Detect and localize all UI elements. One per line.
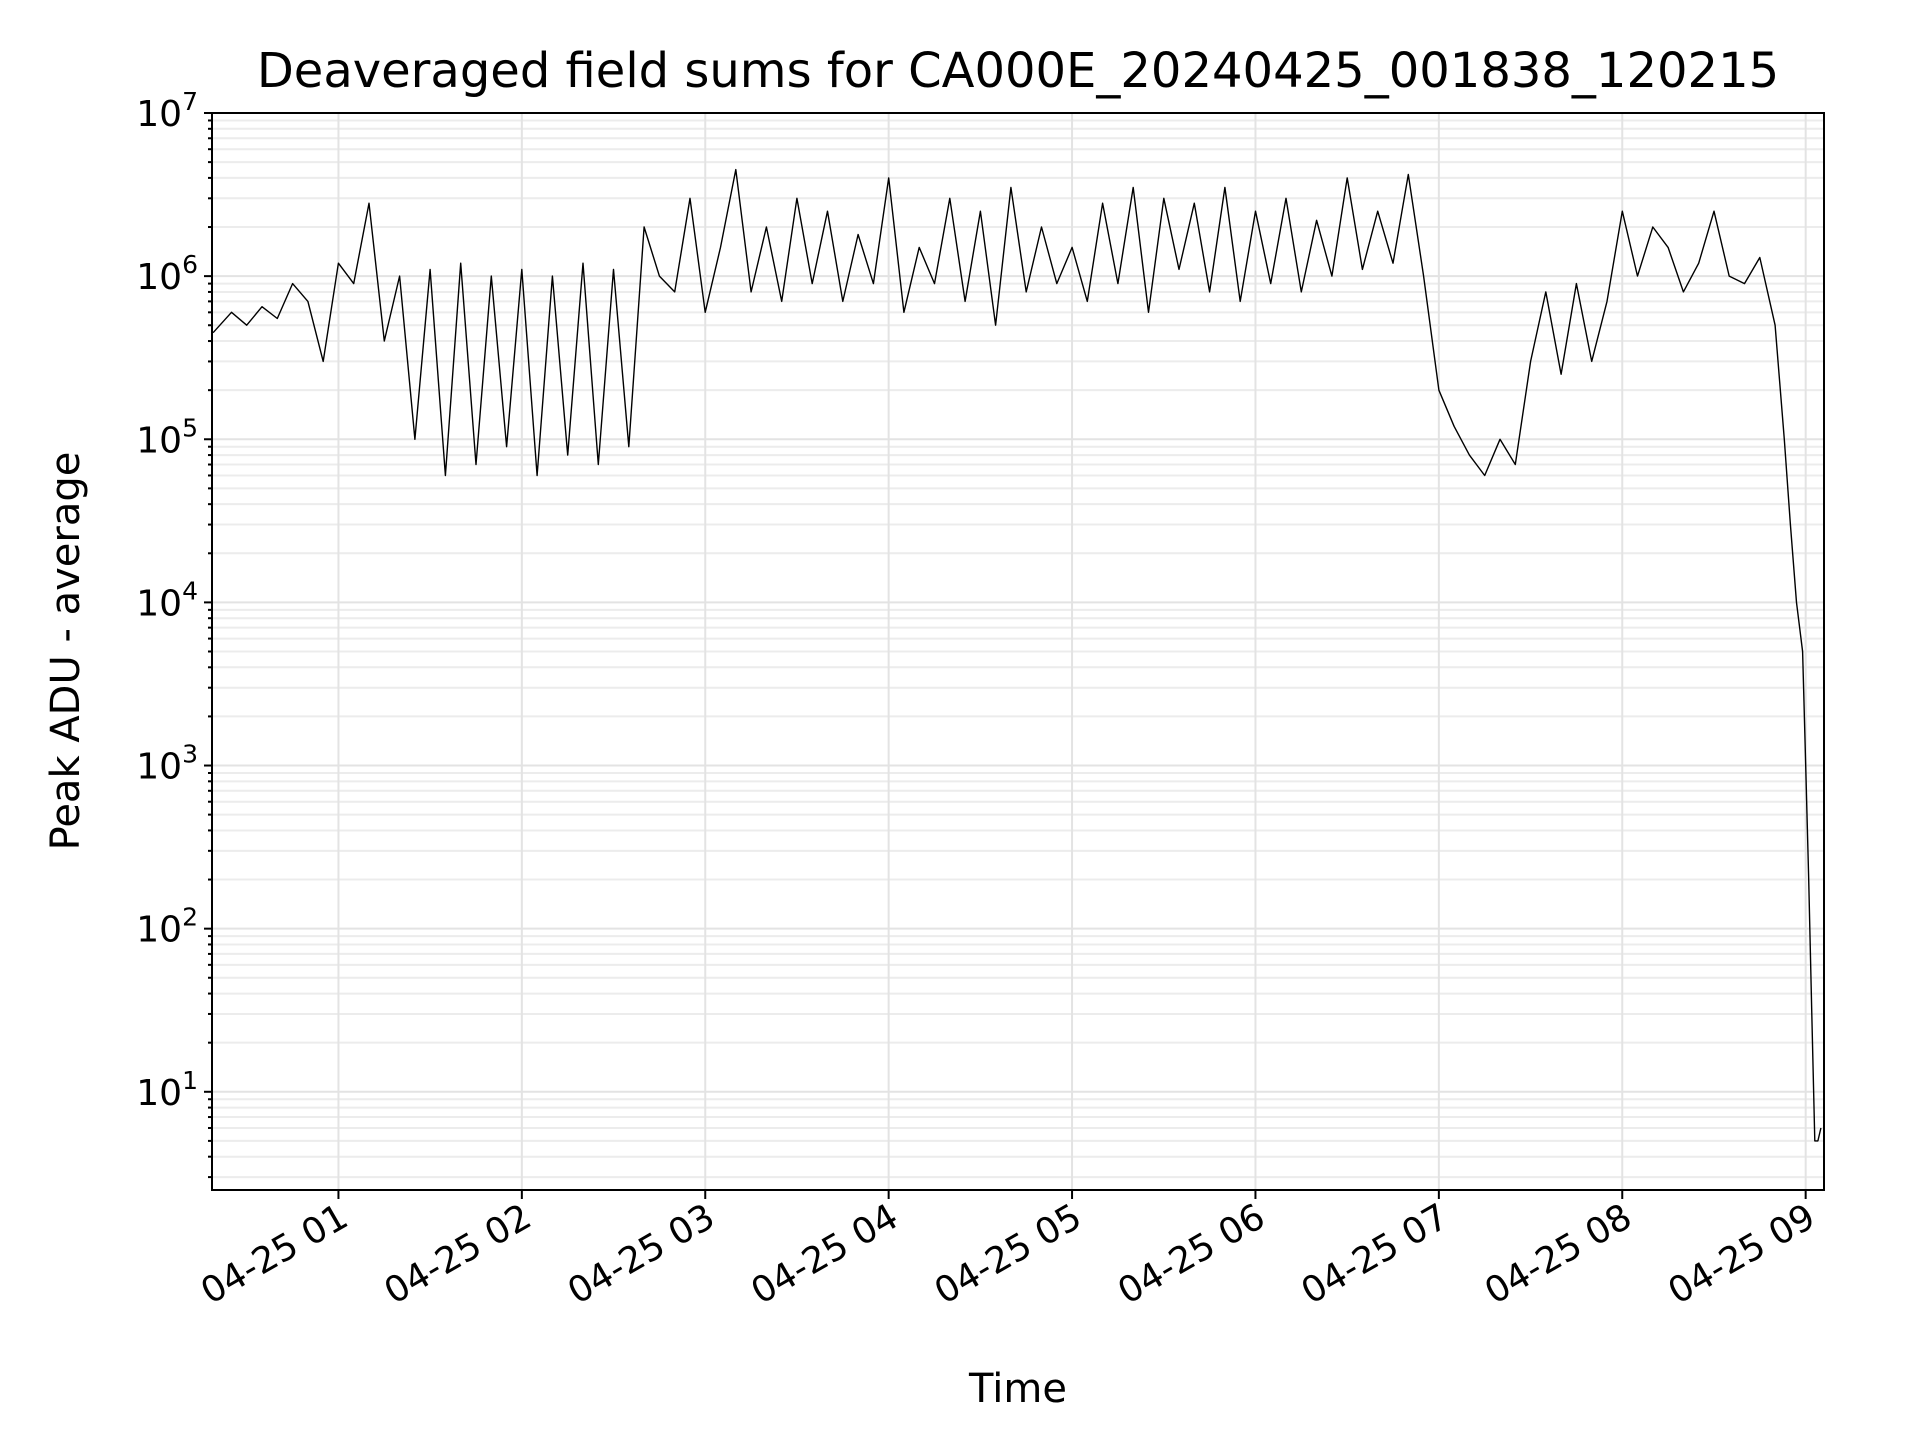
x-tick-label: 04-25 07 [1295,1196,1456,1312]
y-tick-label: 105 [136,413,198,461]
series-line [212,168,1822,1142]
x-axis-label: Time [968,1366,1067,1412]
chart-title: Deaveraged field sums for CA000E_2024042… [257,43,1779,99]
x-tick-label: 04-25 05 [928,1196,1089,1312]
y-tick-label: 106 [136,250,198,298]
x-tick-label: 04-25 01 [194,1196,355,1312]
grid [212,112,1824,1190]
series [212,168,1822,1142]
x-tick-label: 04-25 08 [1478,1196,1639,1312]
x-axis: 04-25 01 04-25 02 04-25 03 04-25 04 04-25 05… [194,1190,1822,1313]
x-tick-label: 04-25 02 [378,1196,539,1312]
y-tick-label: 107 [136,87,198,135]
y-tick-label: 102 [136,903,198,951]
x-tick-label: 04-25 03 [561,1196,722,1312]
y-tick-label: 103 [136,740,198,788]
x-tick-label: 04-25 09 [1661,1196,1822,1312]
y-tick-label: 101 [136,1066,198,1114]
x-tick-label: 04-25 06 [1111,1196,1272,1312]
y-tick-label: 104 [136,576,198,624]
y-axis: 101 102 103 104 105 106 107 [136,87,212,1179]
y-axis-label: Peak ADU - average [43,452,89,851]
x-tick-label: 04-25 04 [744,1196,905,1312]
